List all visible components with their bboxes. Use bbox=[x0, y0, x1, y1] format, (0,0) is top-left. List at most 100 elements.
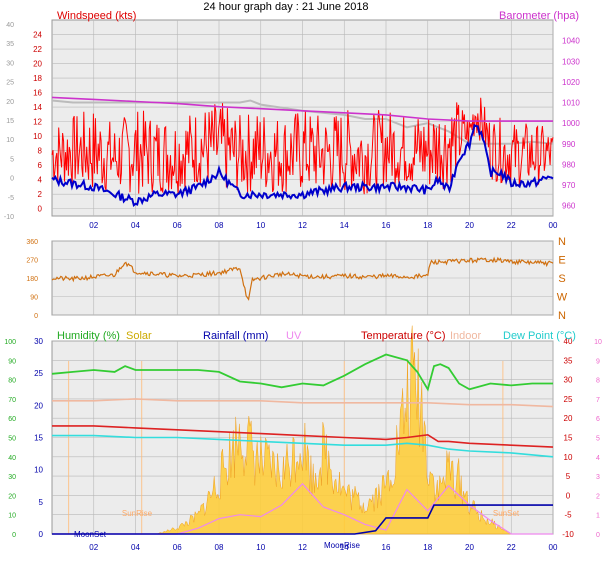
weather-x-tick-label: 20 bbox=[465, 543, 474, 552]
wind-outer-tick-label: 5 bbox=[10, 156, 14, 163]
rain-tick-label: 25 bbox=[34, 369, 43, 378]
uv-tick-label: 10 bbox=[594, 339, 602, 346]
rainfall-legend: Rainfall (mm) bbox=[203, 330, 268, 342]
wind-tick-label: 0 bbox=[38, 205, 43, 214]
wind-tick-label: 2 bbox=[38, 190, 43, 199]
weather-x-tick-label: 00 bbox=[549, 543, 558, 552]
uv-tick-label: 8 bbox=[596, 378, 600, 385]
axis-ticks: 024681012141618202224-10-505101520253035… bbox=[4, 22, 602, 552]
weather-x-tick-label: 18 bbox=[423, 543, 432, 552]
wind-average-line bbox=[51, 123, 554, 207]
uv-tick-label: 7 bbox=[596, 397, 600, 404]
wind-tick-label: 4 bbox=[38, 176, 43, 185]
wind-x-tick-label: 18 bbox=[423, 221, 432, 230]
uv-tick-label: 0 bbox=[596, 532, 600, 539]
wind-x-tick-label: 14 bbox=[340, 221, 349, 230]
humidity-tick-label: 0 bbox=[12, 532, 16, 539]
temp-tick-label: 25 bbox=[564, 395, 573, 404]
wind-x-tick-label: 06 bbox=[173, 221, 182, 230]
moonset-label: MoonSet bbox=[74, 530, 107, 539]
baro-tick-label: 960 bbox=[562, 202, 576, 211]
humidity-tick-label: 20 bbox=[8, 493, 16, 500]
wind-outer-tick-label: 30 bbox=[6, 60, 14, 67]
temp-tick-label: 40 bbox=[564, 337, 573, 346]
wind-outer-tick-label: 20 bbox=[6, 99, 14, 106]
wind-tick-label: 10 bbox=[33, 132, 42, 141]
direction-tick-label: 180 bbox=[26, 276, 38, 283]
wind-outer-tick-label: 25 bbox=[6, 80, 14, 87]
windspeed-line bbox=[51, 97, 554, 195]
uv-legend: UV bbox=[286, 330, 302, 342]
temp-tick-label: 15 bbox=[564, 434, 573, 443]
humidity-tick-label: 50 bbox=[8, 436, 16, 443]
wind-x-tick-label: 02 bbox=[89, 221, 98, 230]
humidity-tick-label: 40 bbox=[8, 455, 16, 462]
uv-tick-label: 4 bbox=[596, 455, 600, 462]
wind-x-tick-label: 22 bbox=[507, 221, 516, 230]
weather-x-tick-label: 12 bbox=[298, 543, 307, 552]
weather-x-tick-label: 10 bbox=[256, 543, 265, 552]
temp-tick-label: 0 bbox=[566, 491, 571, 500]
wind-tick-label: 14 bbox=[33, 103, 42, 112]
wind-tick-label: 18 bbox=[33, 74, 42, 83]
temp-tick-label: 20 bbox=[564, 414, 573, 423]
wind-tick-label: 20 bbox=[33, 60, 42, 69]
wind-tick-label: 12 bbox=[33, 118, 42, 127]
humidity-legend: Humidity (%) bbox=[57, 330, 120, 342]
wind-x-tick-label: 00 bbox=[549, 221, 558, 230]
wind-x-tick-label: 16 bbox=[382, 221, 391, 230]
wind-tick-label: 8 bbox=[38, 147, 43, 156]
rain-tick-label: 0 bbox=[39, 530, 44, 539]
compass-label: N bbox=[558, 236, 566, 248]
sunrise-label: SunRise bbox=[122, 509, 153, 518]
rain-tick-label: 30 bbox=[34, 337, 43, 346]
temp-tick-label: 35 bbox=[564, 356, 573, 365]
compass-label: S bbox=[558, 273, 565, 285]
compass-label: E bbox=[558, 255, 565, 267]
baro-tick-label: 1000 bbox=[562, 119, 580, 128]
baro-tick-label: 990 bbox=[562, 140, 576, 149]
temp-tick-label: -5 bbox=[564, 511, 572, 520]
rain-tick-label: 15 bbox=[34, 434, 43, 443]
dewpoint-legend: Dew Point (°C) bbox=[503, 330, 576, 342]
wind-outer-tick-label: 40 bbox=[6, 22, 14, 29]
weather-x-tick-label: 04 bbox=[131, 543, 140, 552]
series-lines bbox=[51, 96, 554, 535]
baro-tick-label: 1030 bbox=[562, 57, 580, 66]
wind-outer-tick-label: 35 bbox=[6, 41, 14, 48]
temp-tick-label: 10 bbox=[564, 453, 573, 462]
wind-tick-label: 24 bbox=[33, 31, 42, 40]
uv-tick-label: 3 bbox=[596, 474, 600, 481]
weather-x-tick-label: 16 bbox=[382, 543, 391, 552]
uv-tick-label: 5 bbox=[596, 436, 600, 443]
uv-tick-label: 2 bbox=[596, 493, 600, 500]
wind-x-tick-label: 04 bbox=[131, 221, 140, 230]
wind-x-tick-label: 12 bbox=[298, 221, 307, 230]
moonrise-label: MoonRise bbox=[324, 541, 361, 550]
compass-label: W bbox=[557, 292, 568, 304]
wind-outer-tick-label: 0 bbox=[10, 176, 14, 183]
humidity-tick-label: 30 bbox=[8, 474, 16, 481]
uv-tick-label: 6 bbox=[596, 416, 600, 423]
wind-x-tick-label: 10 bbox=[256, 221, 265, 230]
indoor-legend: Indoor bbox=[450, 330, 482, 342]
temp-tick-label: 30 bbox=[564, 376, 573, 385]
humidity-tick-label: 70 bbox=[8, 397, 16, 404]
direction-tick-label: 270 bbox=[26, 258, 38, 265]
humidity-line bbox=[51, 353, 553, 392]
baro-tick-label: 970 bbox=[562, 181, 576, 190]
temperature-legend: Temperature (°C) bbox=[361, 330, 445, 342]
weather-x-tick-label: 14 bbox=[340, 543, 349, 552]
wind-tick-label: 16 bbox=[33, 89, 42, 98]
baro-tick-label: 980 bbox=[562, 160, 576, 169]
humidity-tick-label: 60 bbox=[8, 416, 16, 423]
wind-outer-tick-label: -5 bbox=[8, 195, 14, 202]
humidity-tick-label: 80 bbox=[8, 378, 16, 385]
weather-x-tick-label: 06 bbox=[173, 543, 182, 552]
wind-direction-line bbox=[51, 256, 554, 301]
indoor-line bbox=[52, 398, 554, 408]
sunset-label: SunSet bbox=[493, 509, 520, 518]
baro-tick-label: 1010 bbox=[562, 99, 580, 108]
wind-outer-tick-label: 15 bbox=[6, 118, 14, 125]
